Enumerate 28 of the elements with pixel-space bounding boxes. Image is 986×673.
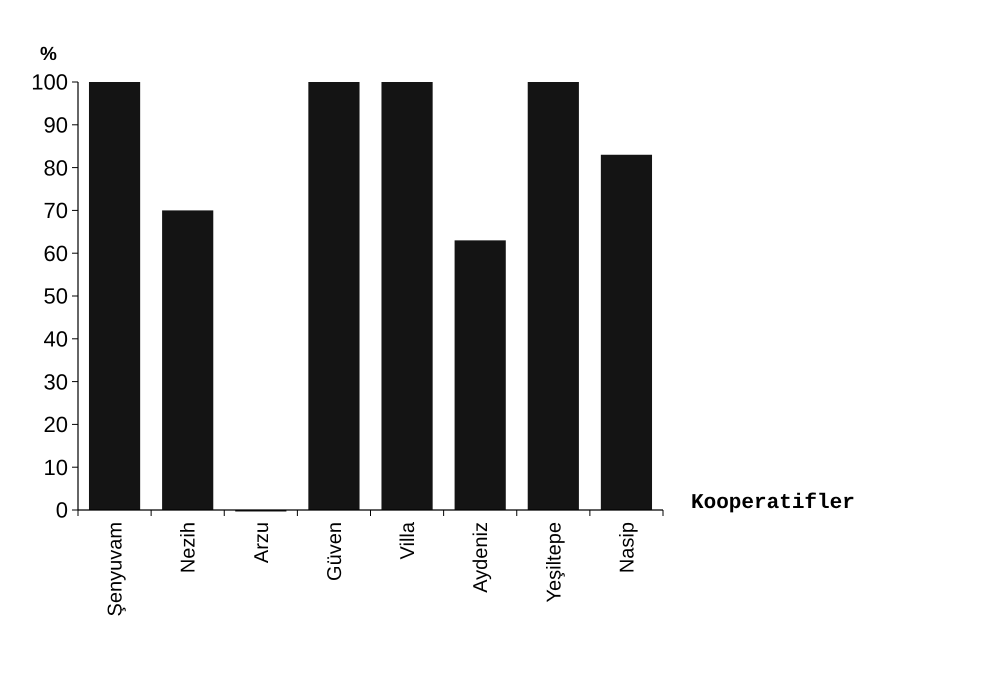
x-tick-label: Nezih (178, 522, 200, 574)
y-tick-label: 40 (44, 326, 68, 352)
x-tick-label: Güven (324, 522, 346, 581)
y-tick-label: 30 (44, 369, 68, 394)
x-tick-label: Şenyuvam (104, 522, 127, 616)
y-axis-title: % (40, 44, 57, 65)
y-tick-label: 100 (31, 70, 68, 95)
bar (162, 210, 214, 510)
bar (88, 82, 140, 510)
x-tick-label: Villa (397, 521, 420, 560)
bar (308, 82, 360, 510)
x-tick-label: Nasip (616, 522, 638, 574)
x-tick-label: Yeşiltepe (543, 522, 566, 602)
x-axis-title: Kooperatifler (691, 492, 855, 515)
y-tick-label: 10 (44, 454, 68, 480)
bar (528, 82, 579, 510)
y-tick-label: 80 (44, 155, 68, 180)
bar (600, 154, 652, 510)
x-tick-label: Aydeniz (470, 522, 492, 593)
y-tick-label: 50 (44, 284, 68, 309)
y-tick-label: 60 (44, 240, 68, 266)
y-tick-label: 0 (56, 498, 68, 523)
x-tick-label: Arzu (250, 522, 273, 564)
y-tick-label: 90 (44, 112, 68, 138)
y-tick-label: 20 (44, 412, 68, 438)
bar (454, 240, 506, 510)
bar (381, 82, 433, 510)
y-tick-label: 70 (44, 198, 68, 224)
